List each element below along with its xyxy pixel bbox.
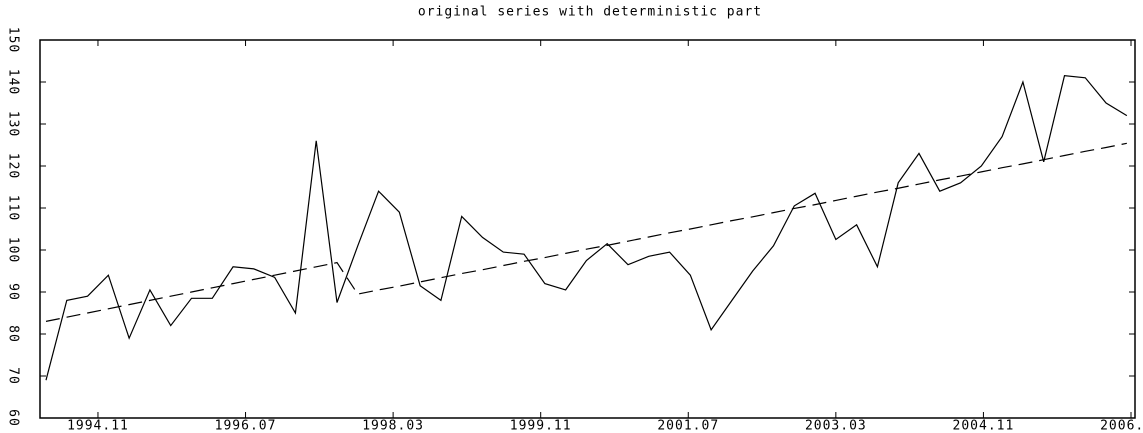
x-tick-label: 1996.07: [215, 419, 277, 433]
plot-frame: [39, 39, 1136, 419]
x-tick-label: 2006.07: [1100, 419, 1143, 433]
dashed-line: [45, 142, 1127, 322]
y-tick-label: 90: [6, 283, 21, 301]
y-tick-label: 80: [6, 325, 21, 343]
y-tick-label: 70: [6, 367, 21, 385]
y-tick-label: 140: [6, 69, 21, 95]
x-tick-label: 2004.11: [953, 419, 1015, 433]
x-tick-label: 2003.03: [805, 419, 867, 433]
y-tick-label: 110: [6, 195, 21, 221]
x-tick-label: 2001.07: [657, 419, 719, 433]
y-tick-label: 150: [6, 27, 21, 53]
x-tick-label: 1994.11: [67, 419, 129, 433]
y-tick-label: 120: [6, 153, 21, 179]
chart-title: original series with deterministic part: [418, 5, 762, 20]
y-tick-label: 100: [6, 237, 21, 263]
y-tick-label: 60: [6, 409, 21, 427]
x-tick-label: 1999.11: [510, 419, 572, 433]
x-tick-label: 1998.03: [362, 419, 424, 433]
y-tick-label: 130: [6, 111, 21, 137]
series-line: [45, 75, 1128, 381]
